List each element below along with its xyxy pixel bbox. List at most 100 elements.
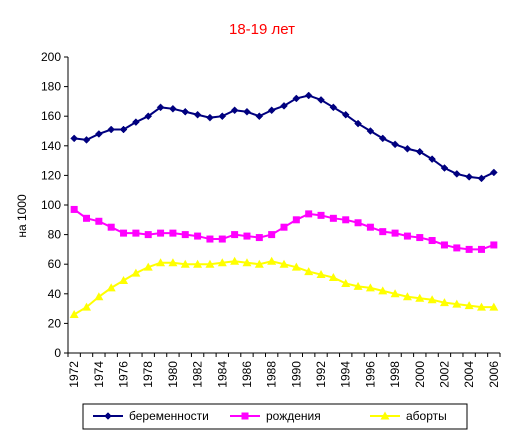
data-point bbox=[193, 259, 203, 268]
data-point bbox=[403, 144, 412, 153]
data-point bbox=[354, 119, 362, 128]
data-point bbox=[181, 231, 189, 239]
x-tick-label: 1980 bbox=[166, 361, 180, 388]
data-point bbox=[439, 298, 449, 307]
data-point bbox=[119, 125, 128, 134]
series-1 bbox=[70, 91, 498, 183]
data-point bbox=[267, 106, 276, 115]
legend-label: беременности bbox=[129, 409, 209, 423]
data-point bbox=[230, 256, 240, 265]
data-point bbox=[218, 112, 227, 121]
x-tick-label: 1990 bbox=[289, 361, 303, 388]
data-point bbox=[70, 205, 78, 213]
data-point bbox=[378, 286, 388, 295]
data-point bbox=[230, 106, 239, 115]
data-point bbox=[317, 211, 325, 219]
data-point bbox=[181, 107, 190, 116]
data-point bbox=[69, 310, 79, 319]
data-point bbox=[82, 136, 91, 144]
data-point bbox=[255, 234, 263, 242]
x-tick-label: 2006 bbox=[487, 361, 501, 388]
data-point bbox=[304, 267, 314, 276]
data-point bbox=[464, 301, 474, 310]
data-point bbox=[490, 241, 498, 249]
data-point bbox=[452, 299, 462, 308]
y-axis-label: на 1000 bbox=[15, 194, 29, 238]
data-point bbox=[402, 292, 412, 301]
data-point bbox=[243, 107, 251, 116]
data-point bbox=[465, 173, 473, 181]
data-point bbox=[82, 302, 92, 311]
legend-item: аборты bbox=[370, 409, 447, 423]
legend: беременности рождения аборты bbox=[82, 403, 468, 430]
data-point bbox=[354, 219, 362, 227]
y-tick-label: 140 bbox=[41, 139, 61, 153]
y-tick-label: 80 bbox=[48, 228, 62, 242]
data-point bbox=[95, 130, 103, 138]
data-point bbox=[415, 293, 425, 302]
data-point bbox=[120, 229, 128, 237]
data-point bbox=[342, 216, 350, 224]
x-tick-label: 1988 bbox=[265, 361, 279, 388]
data-point bbox=[279, 259, 289, 268]
data-point bbox=[157, 229, 165, 237]
series-3 bbox=[69, 256, 499, 319]
data-point bbox=[107, 125, 116, 134]
x-tick-label: 1994 bbox=[339, 361, 353, 388]
data-point bbox=[305, 210, 313, 218]
data-point bbox=[70, 134, 79, 143]
x-tick-label: 1976 bbox=[117, 361, 131, 388]
data-point bbox=[329, 214, 337, 222]
data-point bbox=[94, 292, 104, 301]
data-point bbox=[428, 237, 436, 245]
data-point bbox=[465, 245, 473, 253]
data-point bbox=[477, 245, 485, 253]
data-point bbox=[206, 113, 214, 122]
data-point bbox=[304, 91, 313, 100]
x-tick-label: 1998 bbox=[388, 361, 402, 388]
data-point bbox=[341, 278, 351, 287]
y-tick-label: 200 bbox=[41, 50, 61, 64]
data-point bbox=[280, 223, 288, 231]
data-point bbox=[280, 101, 288, 110]
data-point bbox=[132, 118, 140, 126]
x-tick-label: 1982 bbox=[191, 361, 205, 388]
data-point bbox=[391, 229, 399, 237]
data-point bbox=[83, 214, 91, 222]
data-point bbox=[243, 232, 251, 240]
data-point bbox=[168, 258, 178, 267]
data-point bbox=[489, 168, 498, 177]
data-point bbox=[292, 216, 300, 224]
data-point bbox=[329, 103, 338, 112]
data-point bbox=[144, 112, 153, 121]
series-line bbox=[73, 260, 494, 316]
x-tick-label: 1972 bbox=[67, 361, 81, 388]
y-tick-label: 20 bbox=[48, 316, 62, 330]
data-point bbox=[143, 262, 153, 271]
data-point bbox=[193, 110, 202, 119]
data-point bbox=[353, 281, 363, 290]
data-point bbox=[476, 302, 486, 311]
data-point bbox=[428, 155, 436, 163]
data-point bbox=[316, 270, 326, 279]
axes: 0 20 40 60 80 100 120 140 160 180 200 1972 1974 1976 1… bbox=[41, 50, 501, 388]
data-point bbox=[132, 229, 140, 237]
data-point bbox=[415, 147, 424, 156]
x-tick-label: 1986 bbox=[240, 361, 254, 388]
data-point bbox=[291, 262, 301, 271]
data-point bbox=[366, 223, 374, 231]
chart-title: 18-19 лет bbox=[229, 21, 295, 38]
data-point bbox=[217, 258, 227, 267]
data-point bbox=[267, 256, 277, 265]
data-point bbox=[194, 232, 202, 240]
data-point bbox=[403, 232, 411, 240]
data-point bbox=[169, 104, 177, 113]
y-tick-label: 100 bbox=[41, 198, 61, 212]
data-point bbox=[489, 302, 499, 311]
y-tick-label: 160 bbox=[41, 109, 61, 123]
legend-item: беременности bbox=[93, 409, 209, 423]
data-point bbox=[231, 231, 239, 239]
y-tick-label: 120 bbox=[41, 168, 61, 182]
data-point bbox=[218, 235, 226, 243]
